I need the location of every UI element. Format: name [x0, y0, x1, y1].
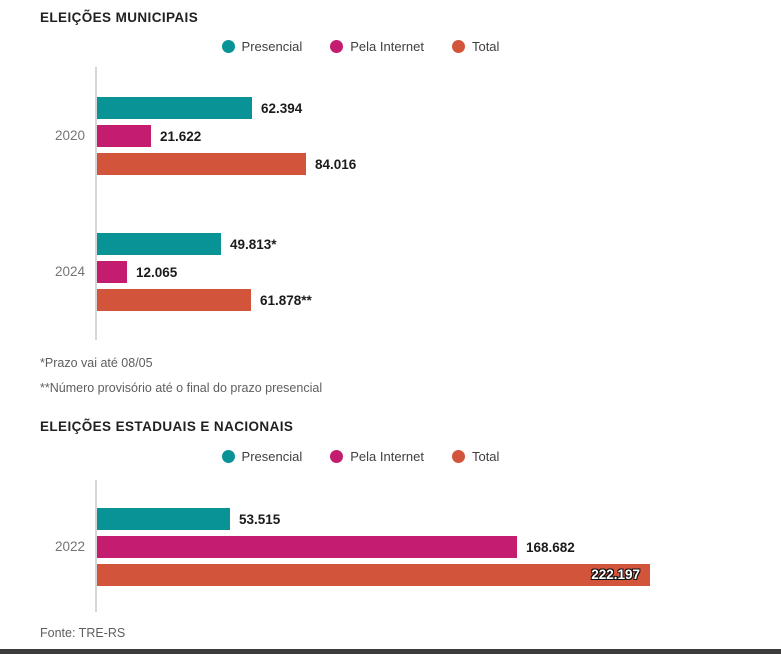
bar-row-total-2020: 84.016 [97, 153, 757, 175]
value-label-total-2020: 84.016 [315, 156, 357, 172]
bar-presencial-2020 [97, 97, 252, 119]
bar-pela-internet-2020 [97, 125, 151, 147]
legend-dot-total-icon [451, 40, 465, 53]
legend-item-presencial: Presencial [221, 449, 303, 464]
bar-total-2020 [97, 153, 306, 175]
legend-estaduais: Presencial Pela Internet Total [0, 449, 721, 464]
value-label-pela-internet-2020: 21.622 [160, 128, 202, 144]
bar-total-2024 [97, 289, 251, 311]
bar-presencial-2022 [97, 508, 230, 530]
legend-item-pela-internet: Pela Internet [330, 449, 424, 464]
value-label-total-2022: 222.197 [591, 567, 640, 582]
bar-pela-internet-2022 [97, 536, 517, 558]
bar-pela-internet-2024 [97, 261, 127, 283]
value-label-pela-internet-2024: 12.065 [136, 264, 178, 280]
legend-label-pela-internet: Pela Internet [350, 39, 424, 54]
legend-dot-pela-internet-icon [330, 450, 344, 463]
legend-label-presencial: Presencial [241, 449, 303, 464]
bar-group-2022: 2022 53.515 168.682 222.197 [55, 508, 757, 586]
bar-row-pela-internet-2020: 21.622 [97, 125, 757, 147]
value-label-total-2024: 61.878** [260, 292, 312, 308]
bar-group-2020: 2020 62.394 21.622 84.016 [55, 97, 757, 175]
plot-estaduais: 2022 53.515 168.682 222.197 [55, 480, 757, 612]
bar-total-2022: 222.197 [97, 564, 650, 586]
bar-row-presencial-2020: 62.394 [97, 97, 757, 119]
legend-label-pela-internet: Pela Internet [350, 449, 424, 464]
legend-item-total: Total [451, 449, 500, 464]
legend-item-pela-internet: Pela Internet [330, 39, 424, 54]
bar-presencial-2024 [97, 233, 221, 255]
legend-label-total: Total [471, 39, 500, 54]
bottom-divider-bar [0, 649, 781, 654]
bar-row-pela-internet-2022: 168.682 [97, 536, 757, 558]
legend-municipais: Presencial Pela Internet Total [0, 39, 721, 54]
legend-label-total: Total [471, 449, 500, 464]
category-label-2020: 2020 [54, 128, 85, 143]
legend-item-total: Total [451, 39, 500, 54]
plot-municipais: 2020 62.394 21.622 84.016 2024 49.813* 12.065 6… [55, 67, 757, 340]
value-label-presencial-2024: 49.813* [230, 236, 277, 252]
source-label: Fonte: TRE-RS [40, 626, 126, 640]
bar-row-pela-internet-2024: 12.065 [97, 261, 757, 283]
legend-dot-presencial-icon [221, 40, 235, 53]
bar-row-presencial-2022: 53.515 [97, 508, 757, 530]
category-label-2022: 2022 [54, 539, 85, 554]
chart-title-municipais: ELEIÇÕES MUNICIPAIS [40, 10, 199, 25]
bar-row-presencial-2024: 49.813* [97, 233, 757, 255]
value-label-presencial-2020: 62.394 [261, 100, 303, 116]
footnote-prazo: *Prazo vai até 08/05 [40, 356, 153, 370]
category-label-2024: 2024 [54, 264, 85, 279]
footnote-numero-provisorio: **Número provisório até o final do prazo… [40, 381, 323, 395]
bar-row-total-2024: 61.878** [97, 289, 757, 311]
legend-dot-presencial-icon [221, 450, 235, 463]
value-label-presencial-2022: 53.515 [239, 511, 281, 527]
bar-group-2024: 2024 49.813* 12.065 61.878** [55, 233, 757, 311]
value-label-pela-internet-2022: 168.682 [526, 539, 575, 555]
legend-dot-pela-internet-icon [330, 40, 344, 53]
chart-title-estaduais: ELEIÇÕES ESTADUAIS E NACIONAIS [40, 419, 294, 434]
legend-label-presencial: Presencial [241, 39, 303, 54]
legend-item-presencial: Presencial [221, 39, 303, 54]
bar-row-total-2022: 222.197 [97, 564, 757, 586]
legend-dot-total-icon [451, 450, 465, 463]
